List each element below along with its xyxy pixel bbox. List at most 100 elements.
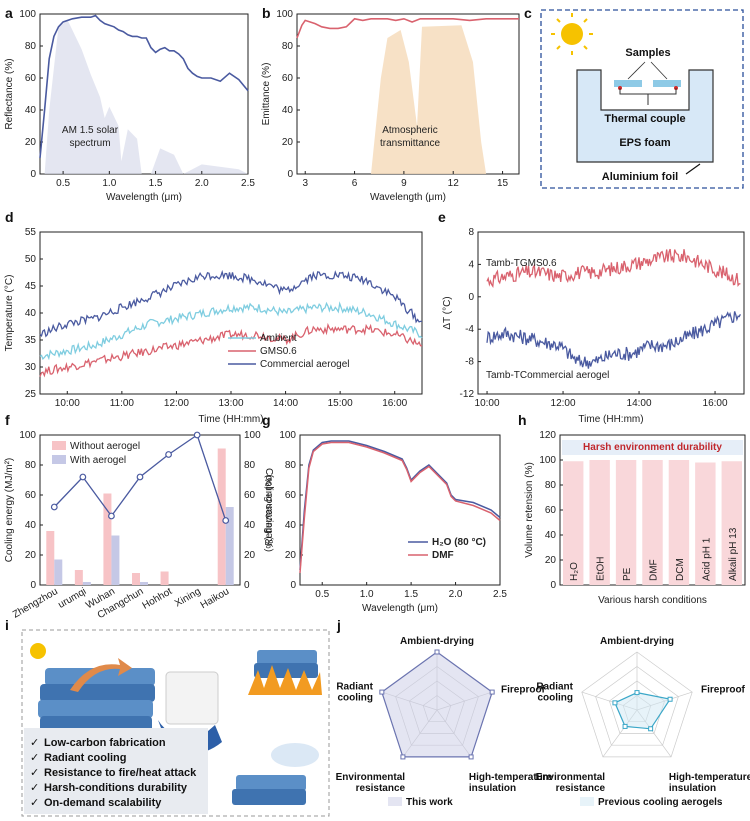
legend-label: DMF — [432, 550, 454, 561]
y-tick-label: 60 — [285, 490, 297, 501]
radar-axis-label: Radiant — [536, 682, 573, 693]
y-tick-label: 0 — [550, 580, 556, 591]
saving-point — [193, 431, 201, 439]
y-tick-label: 40 — [285, 520, 297, 531]
y-tick-label: 0 — [30, 580, 36, 591]
y-tick-label: 40 — [545, 530, 557, 541]
legend-label: This work — [406, 797, 453, 808]
y-tick-label: 0 — [287, 169, 293, 180]
check-icon: ✓ — [30, 797, 39, 809]
sun-icon-i — [30, 643, 46, 659]
legend-label: Without aerogel — [70, 441, 140, 452]
bar-label: DCM — [675, 558, 686, 581]
x-axis-label: Wavelength (μm) — [370, 192, 446, 203]
annotation-line-1: Atmospheric — [382, 125, 438, 136]
y-tick-label: 20 — [25, 137, 37, 148]
radar-axis-label: Ambient-drying — [600, 636, 674, 647]
panel-label-c: c — [524, 5, 532, 21]
cloud-icon — [271, 743, 319, 767]
y-tick-label: 45 — [25, 281, 37, 292]
feature-item: Radiant cooling — [44, 752, 127, 764]
legend-swatch — [52, 455, 66, 464]
radar-axis-label: Environmental — [536, 772, 606, 783]
x-tick-label: 2.5 — [493, 589, 507, 600]
panel-label-j: j — [336, 617, 341, 633]
bar — [46, 531, 55, 585]
x-tick-label: 14:00 — [627, 398, 652, 409]
y-tick-label: 120 — [539, 430, 556, 441]
y-tick-label: 50 — [25, 254, 37, 265]
x-tick-label: 1.5 — [404, 589, 418, 600]
feature-item: Resistance to fire/heat attack — [44, 767, 197, 779]
radar-point — [489, 689, 495, 695]
feature-item: On-demand scalability — [44, 797, 162, 809]
foil-label: Aluminium foil — [602, 171, 678, 183]
y-tick-label: 20 — [282, 137, 294, 148]
y-tick-label: 8 — [468, 227, 474, 238]
bar — [103, 493, 112, 585]
y-tick-label: 40 — [25, 520, 37, 531]
bar — [225, 507, 234, 585]
heat-arrow-icon — [70, 658, 132, 692]
radar-point — [468, 754, 474, 760]
thermocouple-wire — [619, 88, 677, 105]
bar — [642, 460, 663, 585]
panel-label-f: f — [5, 412, 10, 428]
bar — [721, 461, 742, 585]
feature-item: Low-carbon fabrication — [44, 737, 166, 749]
aerogel-stack-left — [38, 668, 155, 732]
bar — [160, 571, 169, 585]
x-tick-label: 2.5 — [241, 178, 255, 189]
check-icon: ✓ — [30, 782, 39, 794]
y-tick-label: 60 — [545, 505, 557, 516]
sun-icon — [561, 23, 583, 45]
y-tick-label: 100 — [19, 430, 36, 441]
y-tick-label: 80 — [285, 460, 297, 471]
chart-b: 0 20 40 60 80 100 Emittance (%) Wavelength (μm)… — [261, 9, 520, 203]
panel-i-illustration: ✓ Low-carbon fabrication ✓ Radiant cooli… — [21, 629, 330, 817]
foil-arrow — [685, 163, 701, 175]
x-axis-label: Wavelength (μm) — [362, 603, 438, 614]
y2-tick-label: 0 — [244, 580, 250, 591]
y-tick-label: 25 — [25, 389, 37, 400]
series-line — [39, 269, 422, 338]
radar-axis-label: Environmental — [336, 772, 406, 783]
radar-point — [379, 689, 385, 695]
bar-label: H₂O — [569, 562, 580, 581]
panel-c-schematic: Samples Thermal couple EPS foam Aluminiu… — [540, 9, 744, 189]
feature-item: Harsh-conditions durability — [44, 782, 188, 794]
fire-icon — [248, 665, 322, 695]
atmospheric-window-area — [371, 25, 487, 175]
x-tick-label: 2.0 — [449, 589, 463, 600]
sun-rays-icon — [551, 13, 593, 55]
bar — [111, 535, 120, 585]
aerogel-stack-rain — [232, 743, 319, 805]
legend-label: With aerogel — [70, 455, 126, 466]
radar-axis-label: resistance — [356, 783, 406, 794]
y-tick-label: 60 — [25, 490, 37, 501]
chart-j-this-work: Ambient-drying Fireproof High-temperaturei… — [336, 636, 553, 808]
panel-i-frame — [21, 629, 330, 817]
y-tick-label: 60 — [25, 73, 37, 84]
legend-swatch — [580, 797, 594, 806]
y-tick-label: 100 — [19, 9, 36, 20]
check-icon: ✓ — [30, 767, 39, 779]
panel-label-h: h — [518, 412, 527, 428]
y-tick-label: 4 — [468, 259, 474, 270]
x-tick-label: 11:00 — [110, 398, 135, 409]
saving-point — [50, 503, 58, 511]
radar-axis-label: insulation — [469, 783, 516, 794]
chart-a: 0 20 40 60 80 100 Reflectance (%) Wavelength (μ… — [4, 9, 255, 203]
plot-frame — [299, 434, 501, 586]
radar-grid — [595, 666, 679, 746]
radar-area — [381, 651, 493, 758]
x-tick-label: 1.5 — [149, 178, 163, 189]
y-tick-label: 100 — [279, 430, 296, 441]
y-tick-label: 0 — [468, 292, 474, 303]
panel-label-b: b — [262, 5, 271, 21]
bar — [695, 462, 716, 585]
series-line — [299, 441, 501, 574]
aerogel-sample — [165, 671, 219, 725]
plot-frame — [477, 231, 745, 395]
